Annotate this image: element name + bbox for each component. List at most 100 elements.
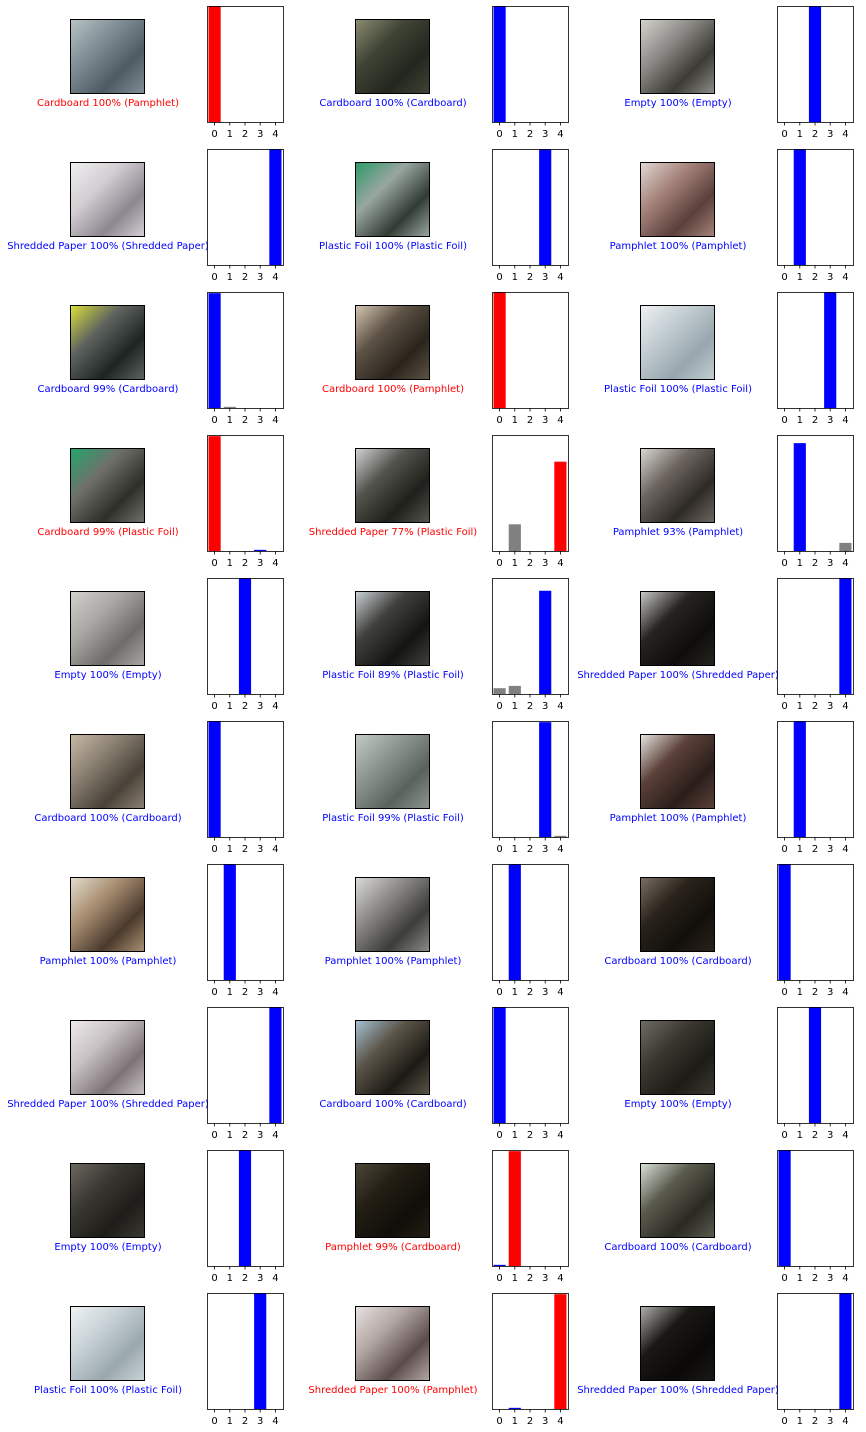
x-tick-label: 2 <box>527 987 533 998</box>
probability-bar-chart: 01234 <box>776 286 860 428</box>
x-tick-label: 2 <box>242 701 248 712</box>
x-tick-label: 2 <box>527 415 533 426</box>
probability-bar <box>224 864 236 980</box>
x-tick-label: 4 <box>842 129 848 140</box>
probability-bar <box>494 292 506 408</box>
prediction-caption: Cardboard 100% (Cardboard) <box>279 1099 507 1111</box>
x-tick-label: 1 <box>797 1130 803 1141</box>
x-tick-label: 2 <box>242 1416 248 1427</box>
x-tick-label: 0 <box>781 1416 787 1427</box>
x-tick-label: 0 <box>496 844 502 855</box>
sample-thumbnail <box>70 1163 145 1238</box>
prediction-caption: Pamphlet 100% (Pamphlet) <box>564 813 792 825</box>
x-tick-label: 2 <box>527 844 533 855</box>
x-tick-label: 2 <box>242 844 248 855</box>
x-tick-label: 1 <box>797 844 803 855</box>
prediction-panel: Plastic Foil 99% (Plastic Foil) 0 1 2 3 4 <box>285 715 571 858</box>
x-tick-label: 1 <box>227 1416 233 1427</box>
x-tick-label: 4 <box>272 1130 278 1141</box>
probability-bar <box>509 524 521 551</box>
x-tick-label: 1 <box>797 1273 803 1284</box>
prediction-caption: Cardboard 100% (Cardboard) <box>0 813 222 825</box>
prediction-caption: Cardboard 100% (Pamphlet) <box>0 98 222 110</box>
prediction-caption: Plastic Foil 100% (Plastic Foil) <box>564 384 792 396</box>
probability-bar-chart: 01234 <box>206 429 290 571</box>
x-tick-label: 1 <box>227 415 233 426</box>
x-tick-label: 2 <box>527 272 533 283</box>
prediction-caption: Pamphlet 100% (Pamphlet) <box>564 241 792 253</box>
prediction-panel: Pamphlet 93% (Pamphlet) 0 1 2 3 4 <box>570 429 856 572</box>
x-tick-label: 4 <box>557 844 563 855</box>
x-tick-label: 0 <box>496 272 502 283</box>
x-tick-label: 2 <box>812 558 818 569</box>
x-tick-label: 4 <box>557 272 563 283</box>
x-tick-label: 3 <box>257 415 263 426</box>
x-tick-label: 2 <box>812 1273 818 1284</box>
x-tick-label: 2 <box>527 1273 533 1284</box>
probability-bar <box>509 864 521 980</box>
probability-bar <box>239 578 251 694</box>
x-tick-label: 4 <box>272 701 278 712</box>
prediction-panel: Plastic Foil 100% (Plastic Foil) 0 1 2 3 4 <box>285 143 571 286</box>
x-tick-label: 4 <box>842 272 848 283</box>
probability-bar-chart: 01234 <box>776 1001 860 1143</box>
x-tick-label: 0 <box>496 129 502 140</box>
x-tick-label: 0 <box>211 701 217 712</box>
probability-bar-chart: 01234 <box>206 715 290 857</box>
x-tick-label: 3 <box>257 987 263 998</box>
prediction-panel: Cardboard 100% (Pamphlet) 0 1 2 3 4 <box>285 286 571 429</box>
x-tick-label: 0 <box>496 415 502 426</box>
probability-bar <box>509 686 521 694</box>
probability-bar <box>494 6 506 122</box>
x-tick-label: 3 <box>257 1416 263 1427</box>
x-tick-label: 3 <box>827 558 833 569</box>
x-tick-label: 1 <box>512 701 518 712</box>
prediction-panel: Shredded Paper 100% (Shredded Paper) 0 1 2 3… <box>0 1001 286 1144</box>
x-tick-label: 1 <box>512 987 518 998</box>
probability-bar <box>239 1150 251 1266</box>
x-tick-label: 0 <box>781 987 787 998</box>
sample-thumbnail <box>640 591 715 666</box>
x-tick-label: 3 <box>257 129 263 140</box>
probability-bar <box>494 688 506 694</box>
prediction-panel: Cardboard 99% (Plastic Foil) 0 1 2 3 4 <box>0 429 286 572</box>
probability-bar <box>509 1408 521 1409</box>
x-tick-label: 4 <box>557 415 563 426</box>
prediction-panel: Cardboard 100% (Cardboard) 0 1 2 3 4 <box>570 1144 856 1287</box>
prediction-caption: Plastic Foil 99% (Plastic Foil) <box>279 813 507 825</box>
sample-thumbnail <box>640 1306 715 1381</box>
axes-frame <box>493 150 569 266</box>
sample-thumbnail <box>640 19 715 94</box>
prediction-caption: Shredded Paper 100% (Shredded Paper) <box>0 241 222 253</box>
x-tick-label: 3 <box>542 987 548 998</box>
x-tick-label: 1 <box>512 415 518 426</box>
x-tick-label: 1 <box>512 844 518 855</box>
prediction-panel: Plastic Foil 100% (Plastic Foil) 0 1 2 3 4 <box>0 1287 286 1430</box>
x-tick-label: 4 <box>557 987 563 998</box>
sample-thumbnail <box>355 1163 430 1238</box>
prediction-caption: Shredded Paper 100% (Shredded Paper) <box>0 1099 222 1111</box>
probability-bar-chart: 01234 <box>776 1144 860 1286</box>
sample-thumbnail <box>70 591 145 666</box>
probability-bar <box>224 407 236 408</box>
prediction-panel: Plastic Foil 89% (Plastic Foil) 0 1 2 3 4 <box>285 572 571 715</box>
x-tick-label: 1 <box>797 415 803 426</box>
axes-frame <box>493 722 569 838</box>
x-tick-label: 2 <box>812 415 818 426</box>
x-tick-label: 1 <box>512 1273 518 1284</box>
x-tick-label: 3 <box>542 558 548 569</box>
x-tick-label: 3 <box>827 415 833 426</box>
x-tick-label: 4 <box>272 272 278 283</box>
x-tick-label: 2 <box>812 129 818 140</box>
x-tick-label: 0 <box>781 1273 787 1284</box>
x-tick-label: 0 <box>781 558 787 569</box>
x-tick-label: 1 <box>797 701 803 712</box>
probability-bar <box>509 1151 521 1266</box>
x-tick-label: 2 <box>527 1416 533 1427</box>
x-tick-label: 0 <box>211 1130 217 1141</box>
x-tick-label: 1 <box>512 272 518 283</box>
x-tick-label: 0 <box>781 272 787 283</box>
prediction-caption: Empty 100% (Empty) <box>0 670 222 682</box>
